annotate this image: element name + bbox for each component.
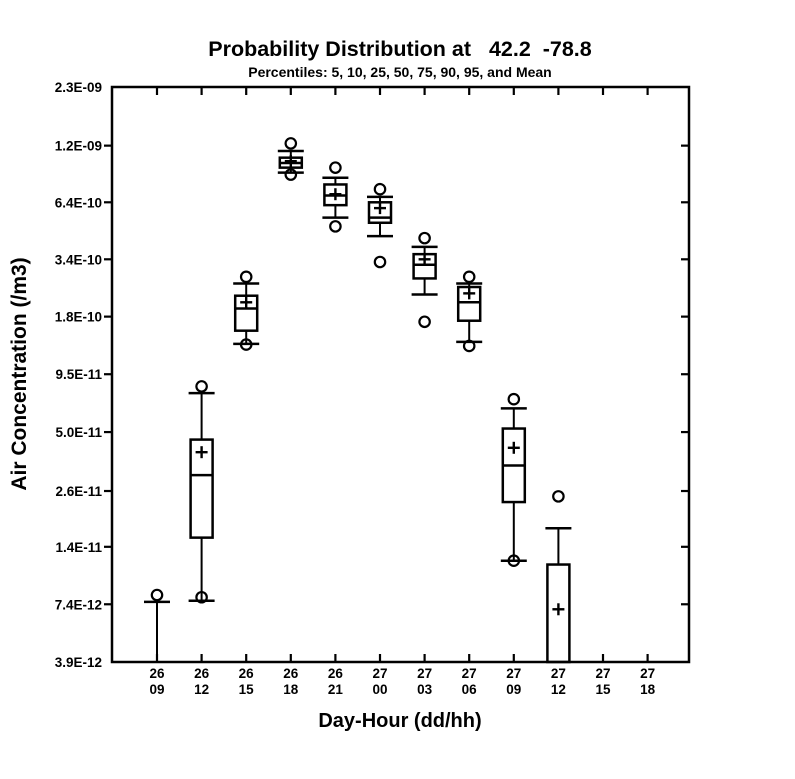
y-tick-label: 1.4E-11 (55, 540, 102, 555)
y-tick-label: 1.8E-10 (55, 310, 102, 325)
y-axis-title: Air Concentration (/m3) (8, 257, 31, 490)
y-tick-label: 5.0E-11 (55, 425, 102, 440)
p5-marker (418, 315, 431, 329)
p95-marker (284, 137, 298, 150)
box-group-26-21 (322, 161, 349, 233)
box-group-26-09 (144, 588, 170, 662)
x-axis-title: Day-Hour (dd/hh) (318, 710, 481, 732)
iqr-box (456, 285, 482, 322)
p95-marker (507, 392, 521, 406)
p5-marker (329, 220, 342, 233)
box-group-27-06 (456, 270, 483, 353)
p5-marker (373, 255, 387, 269)
x-tick-label-day: 26 (194, 666, 210, 681)
y-tick-label: 2.3E-09 (55, 80, 102, 95)
chart-subtitle: Percentiles: 5, 10, 25, 50, 75, 90, 95, … (248, 64, 552, 80)
box-group-26-12 (188, 380, 215, 604)
x-tick-label-hour: 18 (283, 682, 299, 697)
x-tick-label-day: 27 (595, 666, 610, 681)
x-tick-label-day: 27 (462, 666, 477, 681)
p95-marker (329, 161, 342, 174)
box-group-26-15 (233, 270, 260, 351)
x-tick-label-hour: 12 (551, 682, 566, 697)
chart-title: Probability Distribution at 42.2 -78.8 (208, 37, 592, 61)
y-tick-label: 1.2E-09 (55, 139, 102, 154)
x-tick-label-hour: 21 (328, 682, 344, 697)
axis-ticks (104, 87, 689, 662)
p95-marker (239, 270, 253, 284)
p95-marker (373, 182, 387, 196)
p5-marker (239, 338, 253, 351)
plot-frame (110, 85, 691, 664)
x-tick-label-day: 27 (417, 666, 432, 681)
box-group-27-09 (500, 392, 527, 568)
x-tick-label-hour: 09 (149, 682, 164, 697)
x-tick-label-day: 27 (551, 666, 566, 681)
p95-marker (552, 490, 565, 503)
p95-marker (195, 380, 208, 393)
y-tick-label: 6.4E-10 (55, 195, 102, 210)
x-tick-label-hour: 06 (462, 682, 478, 697)
x-tick-label-day: 27 (372, 666, 387, 681)
y-tick-label: 7.4E-12 (55, 597, 102, 612)
y-tick-label: 2.6E-11 (55, 484, 102, 499)
p95-marker (150, 588, 164, 602)
y-tick-label: 3.4E-10 (55, 252, 102, 267)
x-tick-label-day: 26 (283, 666, 299, 681)
box-group-27-12 (545, 490, 572, 664)
x-tick-label-hour: 12 (194, 682, 209, 697)
x-tick-label-day: 26 (149, 666, 165, 681)
p5-marker (195, 590, 208, 604)
iqr-box (189, 438, 214, 539)
p95-marker (462, 270, 476, 284)
x-tick-labels: 2609261226152618262127002703270627092712… (149, 666, 655, 697)
x-tick-label-hour: 09 (506, 682, 521, 697)
x-tick-label-hour: 15 (595, 682, 611, 697)
box-group-27-00 (367, 182, 393, 269)
x-tick-label-hour: 03 (417, 682, 433, 697)
box-group-26-18 (277, 137, 304, 181)
x-tick-label-day: 27 (640, 666, 655, 681)
box-group-27-03 (411, 231, 438, 329)
x-tick-label-hour: 18 (640, 682, 656, 697)
y-tick-labels: 2.3E-09 1.2E-09 6.4E-10 3.4E-10 1.8E-10 9.5E-… (55, 80, 103, 670)
p5-marker (284, 168, 298, 181)
y-tick-label: 9.5E-11 (55, 367, 102, 382)
x-tick-label-day: 26 (328, 666, 344, 681)
x-tick-label-hour: 00 (372, 682, 387, 697)
iqr-box (233, 294, 259, 332)
y-tick-label: 3.9E-12 (55, 655, 102, 670)
box-whisker-series (144, 137, 572, 664)
p5-marker (462, 339, 476, 353)
p95-marker (418, 231, 431, 245)
x-tick-label-day: 27 (506, 666, 521, 681)
x-tick-label-day: 26 (239, 666, 255, 681)
p5-marker (507, 554, 521, 568)
x-tick-label-hour: 15 (239, 682, 255, 697)
